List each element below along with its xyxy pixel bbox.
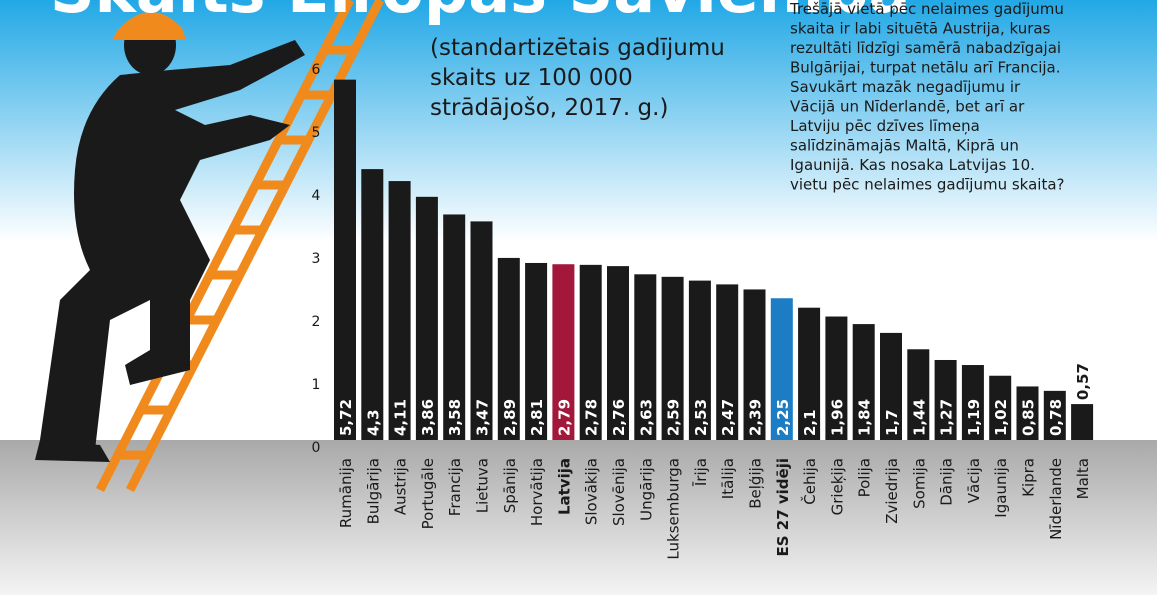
- bar: [334, 80, 356, 440]
- x-tick-label: Portugāle: [419, 458, 437, 529]
- y-tick-label: 1: [312, 377, 321, 393]
- value-label: 2,53: [692, 399, 710, 436]
- value-label: 3,47: [474, 399, 492, 436]
- chart-title: Skaits Eiropas Savienībā: [50, 0, 910, 27]
- x-tick-label: Polija: [856, 458, 874, 497]
- y-tick-label: 3: [312, 251, 321, 267]
- x-tick-label: Nīderlande: [1047, 458, 1065, 540]
- value-label: 1,44: [910, 399, 928, 436]
- x-tick-label: Grieķija: [828, 458, 846, 515]
- x-tick-label: Rumānija: [337, 458, 355, 528]
- value-label: 4,11: [392, 399, 410, 436]
- annotation: Bulgārijai, turpat netālu arī Francija.: [790, 59, 1060, 77]
- value-label: 4,3: [364, 409, 382, 436]
- value-label: 1,19: [965, 399, 983, 436]
- x-tick-label: Austrija: [392, 458, 410, 515]
- value-label: 1,84: [856, 399, 874, 436]
- subtitle: (standartizētais gadījumu: [430, 35, 725, 61]
- annotation: vietu pēc nelaimes gadījumu skaita?: [790, 176, 1064, 194]
- x-tick-label: Kipra: [1020, 458, 1038, 497]
- value-label: 1,7: [883, 409, 901, 436]
- annotation: salīdzināmajās Maltā, Kiprā un: [790, 137, 1019, 155]
- x-tick-label: Slovākija: [583, 458, 601, 525]
- x-tick-label: Lietuva: [474, 458, 492, 513]
- value-label: 2,1: [801, 409, 819, 436]
- subtitle: skaits uz 100 000: [430, 65, 633, 91]
- x-tick-label: Igaunija: [992, 458, 1010, 518]
- x-tick-label: Ungārija: [637, 458, 655, 521]
- value-label: 2,78: [583, 399, 601, 436]
- x-tick-label: Itālija: [719, 458, 737, 499]
- value-label: 1,27: [938, 399, 956, 436]
- value-label: 2,63: [637, 399, 655, 436]
- x-tick-label: Beļģija: [747, 458, 765, 509]
- bar: [361, 169, 383, 440]
- y-tick-label: 6: [312, 62, 321, 78]
- value-label: 2,59: [665, 399, 683, 436]
- x-tick-label: Zviedrija: [883, 458, 901, 524]
- value-label: 2,39: [747, 399, 765, 436]
- x-tick-label: Bulgārija: [364, 458, 382, 524]
- value-label: 5,72: [337, 399, 355, 436]
- value-label: 1,02: [992, 399, 1010, 436]
- value-label: 1,96: [828, 399, 846, 436]
- annotation: Trešājā vietā pēc nelaimes gadījumu: [789, 0, 1064, 18]
- value-label: 0,78: [1047, 399, 1065, 436]
- annotation: Igaunijā. Kas nosaka Latvijas 10.: [790, 156, 1035, 174]
- annotation: Vācijā un Nīderlandē, bet arī ar: [790, 98, 1025, 116]
- subtitle: strādājošo, 2017. g.): [430, 95, 668, 121]
- bar: [1071, 404, 1093, 440]
- value-label: 2,81: [528, 399, 546, 436]
- y-tick-label: 4: [312, 188, 321, 204]
- x-tick-label: Horvātija: [528, 458, 546, 526]
- x-tick-label: Francija: [446, 458, 464, 516]
- value-label: 2,89: [501, 399, 519, 436]
- floor: [0, 440, 1157, 595]
- x-tick-label: Čehija: [800, 458, 819, 505]
- chart: Skaits Eiropas Savienībā (standartizētai…: [0, 0, 1157, 595]
- value-label: 2,79: [555, 399, 573, 436]
- x-tick-label: Īrija: [692, 458, 710, 486]
- annotation: rezultāti līdzīgi samērā nabadzīgajai: [790, 39, 1061, 57]
- y-tick-label: 0: [312, 440, 321, 456]
- x-tick-label: Luksemburga: [665, 458, 683, 560]
- value-label: 0,85: [1020, 399, 1038, 436]
- annotation: skaita ir labi situētā Austrija, kuras: [790, 20, 1051, 38]
- x-tick-label: ES 27 vidēji: [774, 458, 792, 556]
- annotation: Latviju pēc dzīves līmeņa: [790, 117, 980, 135]
- value-label: 2,25: [774, 399, 792, 436]
- y-tick-label: 5: [312, 125, 321, 141]
- value-label: 3,86: [419, 399, 437, 436]
- value-label: 0,57: [1074, 363, 1092, 400]
- x-tick-label: Malta: [1074, 458, 1092, 499]
- value-label: 2,47: [719, 399, 737, 436]
- x-tick-label: Dānija: [938, 458, 956, 506]
- x-tick-label: Slovēnija: [610, 458, 628, 526]
- x-tick-label: Spānija: [501, 458, 519, 513]
- value-label: 3,58: [446, 399, 464, 436]
- x-tick-label: Vācija: [965, 458, 983, 503]
- value-label: 2,76: [610, 399, 628, 436]
- x-tick-label: Latvija: [555, 458, 573, 515]
- y-tick-label: 2: [312, 314, 321, 330]
- annotation: Savukārt mazāk negadījumu ir: [790, 78, 1021, 96]
- x-tick-label: Somija: [910, 458, 928, 509]
